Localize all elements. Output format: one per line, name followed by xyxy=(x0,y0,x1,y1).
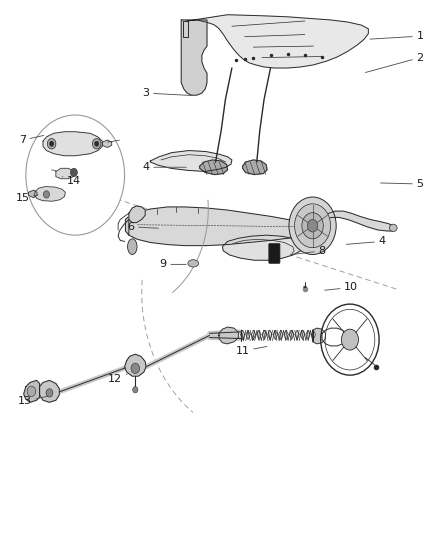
Polygon shape xyxy=(200,160,228,175)
Circle shape xyxy=(294,204,331,248)
Circle shape xyxy=(71,168,78,176)
Text: 10: 10 xyxy=(325,282,358,293)
Polygon shape xyxy=(223,235,303,260)
Circle shape xyxy=(289,197,336,254)
Text: 11: 11 xyxy=(236,346,267,356)
Circle shape xyxy=(131,363,140,374)
Polygon shape xyxy=(284,330,288,340)
Polygon shape xyxy=(183,21,188,37)
Ellipse shape xyxy=(389,224,397,231)
Polygon shape xyxy=(322,328,346,346)
Text: 12: 12 xyxy=(108,374,127,384)
Text: 4: 4 xyxy=(346,237,386,246)
Polygon shape xyxy=(125,216,129,235)
Polygon shape xyxy=(246,330,250,340)
Circle shape xyxy=(341,329,358,350)
Ellipse shape xyxy=(188,260,198,267)
Polygon shape xyxy=(273,330,277,340)
Circle shape xyxy=(47,139,56,149)
Text: 7: 7 xyxy=(19,135,44,145)
Text: 1: 1 xyxy=(370,31,424,41)
Circle shape xyxy=(92,139,101,149)
Polygon shape xyxy=(321,211,394,231)
Circle shape xyxy=(49,141,54,147)
Text: 5: 5 xyxy=(381,179,424,189)
Polygon shape xyxy=(243,160,267,175)
Circle shape xyxy=(46,389,53,397)
Polygon shape xyxy=(257,330,261,340)
Polygon shape xyxy=(24,381,39,402)
Polygon shape xyxy=(124,354,146,376)
Polygon shape xyxy=(219,327,238,344)
Polygon shape xyxy=(129,207,320,246)
Polygon shape xyxy=(290,330,294,340)
Circle shape xyxy=(325,309,375,370)
Polygon shape xyxy=(313,328,325,344)
Polygon shape xyxy=(311,330,316,340)
Polygon shape xyxy=(251,330,256,340)
Polygon shape xyxy=(306,330,310,340)
Circle shape xyxy=(43,191,49,198)
Text: 14: 14 xyxy=(62,176,81,186)
Polygon shape xyxy=(102,140,112,148)
Polygon shape xyxy=(268,330,272,340)
Polygon shape xyxy=(43,132,102,156)
Circle shape xyxy=(26,115,124,235)
Circle shape xyxy=(307,220,318,232)
Text: 15: 15 xyxy=(15,192,38,203)
Text: 6: 6 xyxy=(127,222,158,232)
Polygon shape xyxy=(262,330,267,340)
Polygon shape xyxy=(295,330,299,340)
Text: 13: 13 xyxy=(18,396,48,406)
Polygon shape xyxy=(181,20,207,95)
Polygon shape xyxy=(28,190,37,198)
Polygon shape xyxy=(187,15,368,68)
Text: 9: 9 xyxy=(159,260,186,269)
FancyBboxPatch shape xyxy=(269,244,280,263)
Polygon shape xyxy=(150,150,232,172)
Ellipse shape xyxy=(127,239,137,254)
Circle shape xyxy=(95,141,99,147)
Polygon shape xyxy=(279,330,283,340)
Circle shape xyxy=(27,386,36,397)
Polygon shape xyxy=(300,330,305,340)
Polygon shape xyxy=(129,206,145,223)
Circle shape xyxy=(133,386,138,393)
Polygon shape xyxy=(240,330,245,340)
Polygon shape xyxy=(39,381,59,402)
Text: 4: 4 xyxy=(142,162,186,172)
Polygon shape xyxy=(56,168,75,179)
Polygon shape xyxy=(35,187,65,201)
Text: 2: 2 xyxy=(365,53,424,72)
Circle shape xyxy=(302,213,323,239)
Circle shape xyxy=(321,304,379,375)
Text: 3: 3 xyxy=(142,88,193,98)
Text: 8: 8 xyxy=(290,246,325,256)
